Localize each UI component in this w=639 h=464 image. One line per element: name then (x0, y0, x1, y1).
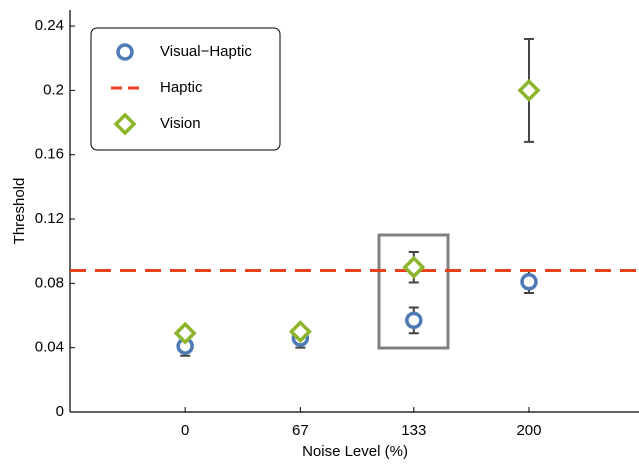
point (405, 311, 423, 330)
x-axis-label: Noise Level (%) (302, 443, 408, 460)
x-tick-label: 133 (401, 422, 426, 439)
point (173, 321, 197, 345)
y-axis-label: Threshold (11, 178, 28, 245)
y-tick-label: 0.2 (43, 81, 64, 98)
x-tick-label: 67 (292, 422, 309, 439)
highlight-box (377, 233, 450, 350)
y-tick-label: 0.12 (35, 210, 64, 227)
point (517, 78, 541, 102)
x-tick-label: 0 (181, 422, 189, 439)
legend-box (90, 27, 281, 151)
legend-label: Visual−Haptic (160, 43, 252, 60)
y-tick-label: 0.08 (35, 274, 64, 291)
point (520, 273, 538, 291)
point (402, 255, 426, 279)
y-tick-label: 0 (56, 403, 64, 420)
y-tick-label: 0.16 (35, 146, 64, 163)
legend-marker (113, 112, 137, 136)
point (288, 320, 312, 344)
y-tick-label: 0.24 (35, 17, 64, 34)
legend-label: Haptic (160, 79, 203, 96)
x-tick-label: 200 (516, 422, 541, 439)
y-tick-label: 0.04 (35, 339, 64, 356)
legend-label: Vision (160, 115, 201, 132)
legend-marker (116, 43, 134, 61)
